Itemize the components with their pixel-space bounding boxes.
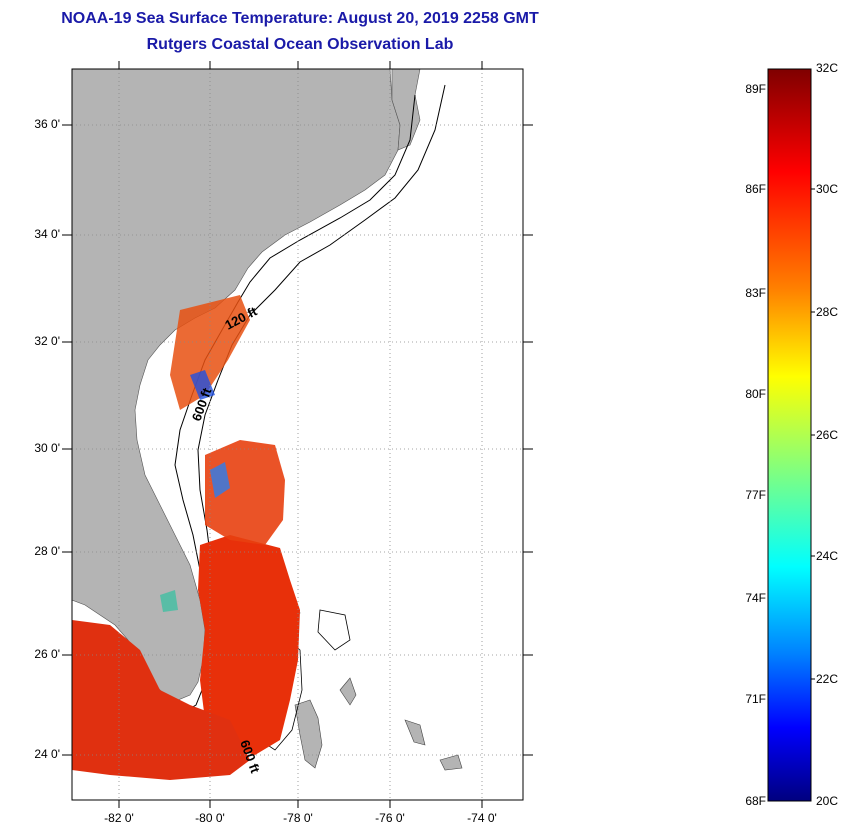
colorbar-c-30: 30C	[816, 182, 839, 196]
colorbar-c-28: 28C	[816, 305, 839, 319]
colorbar-c-32: 32C	[816, 61, 839, 75]
map-title: NOAA-19 Sea Surface Temperature: August …	[61, 10, 539, 27]
axis-ticks	[62, 61, 533, 808]
lat-label-28: 28 0'	[34, 544, 60, 558]
colorbar-f-71: 71F	[745, 692, 766, 706]
colorbar-f-83: 83F	[745, 286, 766, 300]
lon-label-82: -82 0'	[104, 811, 134, 825]
colorbar	[767, 68, 812, 802]
lat-label-32: 32 0'	[34, 334, 60, 348]
lon-label-78: -78 0'	[283, 811, 313, 825]
land-andros	[294, 699, 323, 769]
colorbar-c-24: 24C	[816, 549, 839, 563]
lat-label-24: 24 0'	[34, 747, 60, 761]
colorbar-f-77: 77F	[745, 488, 766, 502]
land-islands	[339, 677, 463, 771]
lon-label-74: -74 0'	[467, 811, 497, 825]
colorbar-c-20: 20C	[816, 794, 839, 808]
map-subtitle: Rutgers Coastal Ocean Observation Lab	[146, 36, 454, 53]
colorbar-f-86: 86F	[745, 182, 766, 196]
colorbar-ticks	[811, 188, 815, 680]
colorbar-f-68: 68F	[745, 794, 766, 808]
sst-swath-south	[198, 535, 300, 755]
lat-label-26: 26 0'	[34, 647, 60, 661]
colorbar-f-89: 89F	[745, 82, 766, 96]
colorbar-f-74: 74F	[745, 591, 766, 605]
sst-coastal-ga	[170, 295, 250, 410]
colorbar-c-26: 26C	[816, 428, 839, 442]
sst-cold-patch-2	[210, 462, 230, 498]
lon-label-80: -80 0'	[195, 811, 225, 825]
lon-label-76: -76 0'	[375, 811, 405, 825]
sst-data	[72, 295, 300, 780]
sst-cold-patch-3	[160, 590, 178, 612]
colorbar-c-22: 22C	[816, 672, 839, 686]
lat-label-36: 36 0'	[34, 117, 60, 131]
sst-swath-keys	[72, 620, 250, 780]
colorbar-f-80: 80F	[745, 387, 766, 401]
land-outer-banks	[391, 69, 421, 151]
lat-label-30: 30 0'	[34, 441, 60, 455]
lat-label-34: 34 0'	[34, 227, 60, 241]
sst-cold-patch-1	[190, 370, 215, 400]
